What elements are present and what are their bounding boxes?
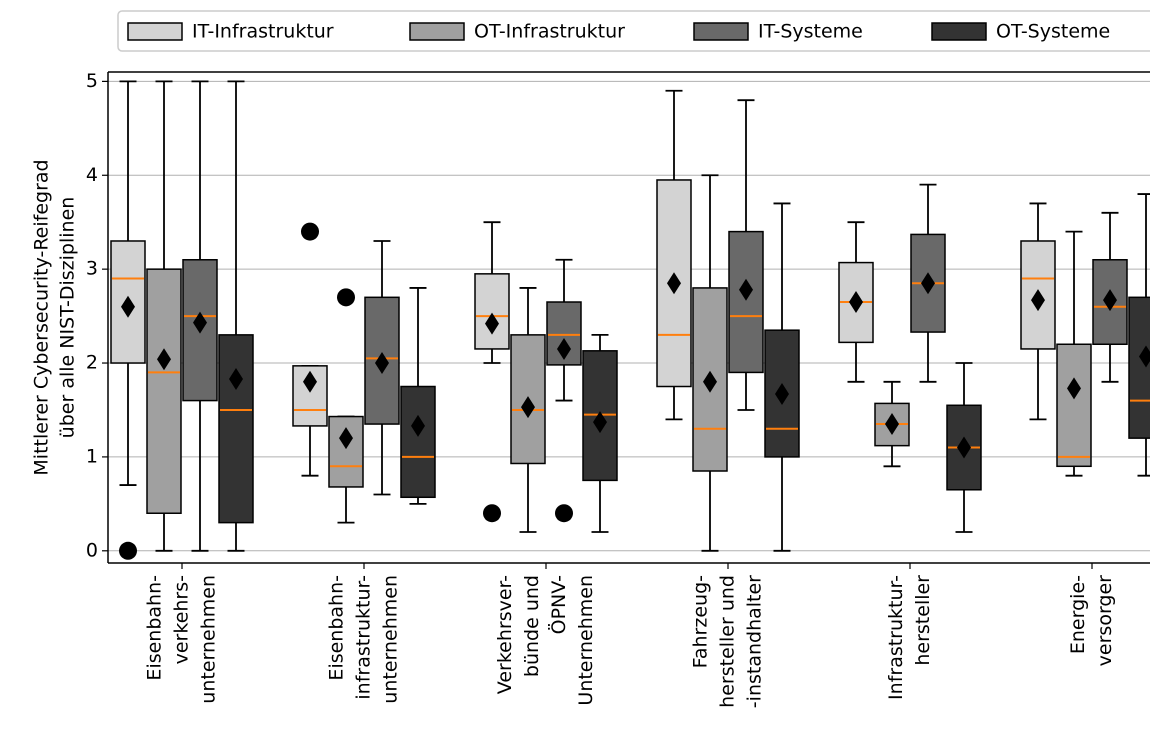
mean (193, 311, 207, 334)
outlier (483, 504, 501, 523)
legend-label: IT-Systeme (758, 21, 863, 43)
mean (1067, 377, 1081, 400)
outlier (119, 541, 137, 560)
x-tick-label: versorger (1094, 575, 1116, 666)
legend-swatch (693, 22, 749, 41)
outlier (301, 222, 319, 241)
box (218, 334, 254, 524)
x-tick-label: Eisenbahn- (326, 575, 348, 681)
mean (849, 291, 863, 314)
box (1128, 296, 1150, 439)
x-tick-label: Eisenbahn- (144, 575, 166, 681)
y-tick-label: 3 (86, 258, 98, 280)
x-tick-label: hersteller und (717, 575, 739, 708)
box (728, 230, 764, 374)
x-tick-label: Fahrzeug- (690, 575, 712, 668)
x-tick-label: Verkehrsver- (494, 575, 516, 694)
mean (375, 352, 389, 375)
mean (775, 383, 789, 406)
legend-swatch (931, 22, 987, 41)
legend-swatch (127, 22, 183, 41)
legend-label: IT-Infrastruktur (192, 21, 334, 43)
mean (957, 436, 971, 459)
mean (703, 370, 717, 393)
legend-label: OT-Systeme (996, 21, 1110, 43)
box (474, 273, 510, 350)
y-tick-label: 5 (86, 70, 98, 92)
y-axis-label: über alle NIST-Disziplinen (57, 197, 79, 439)
mean (1031, 289, 1045, 312)
x-tick-label: -instandhalter (744, 575, 766, 708)
mean (739, 278, 753, 301)
x-tick-label: hersteller (912, 575, 934, 666)
box (146, 268, 182, 514)
outlier (555, 504, 573, 523)
x-tick-label: Unternehmen (575, 575, 597, 706)
x-tick-label: verkehrs- (171, 575, 193, 664)
mean (593, 411, 607, 434)
mean (303, 370, 317, 393)
mean (339, 427, 353, 450)
y-tick-label: 1 (86, 445, 98, 467)
y-tick-label: 4 (86, 164, 98, 186)
mean (229, 367, 243, 390)
mean (1139, 345, 1150, 368)
x-tick-label: infrastruktur- (353, 575, 375, 700)
outlier (337, 288, 355, 307)
mean (885, 413, 899, 436)
mean (411, 414, 425, 437)
box (400, 385, 436, 499)
x-tick-label: bünde und (521, 575, 543, 677)
mean (1103, 289, 1117, 312)
x-tick-label: Energie- (1067, 575, 1089, 654)
mean (667, 272, 681, 295)
mean (485, 312, 499, 335)
mean (521, 396, 535, 419)
y-tick-label: 2 (86, 352, 98, 374)
mean (921, 272, 935, 295)
x-tick-label: unternehmen (198, 575, 220, 704)
box (1056, 343, 1092, 468)
mean (121, 295, 135, 318)
x-tick-label: unternehmen (380, 575, 402, 704)
plot (110, 80, 1150, 560)
legend-swatch (409, 22, 465, 41)
y-tick-label: 0 (86, 539, 98, 561)
legend-frame (117, 10, 1150, 52)
box (328, 415, 364, 488)
y-axis-label: Mittlerer Cybersecurity-Reifegrad (31, 159, 53, 475)
x-tick-label: Infrastruktur- (885, 575, 907, 700)
mean (557, 337, 571, 360)
mean (157, 348, 171, 371)
legend-label: OT-Infrastruktur (474, 21, 625, 43)
x-tick-label: ÖPNV- (547, 575, 570, 634)
